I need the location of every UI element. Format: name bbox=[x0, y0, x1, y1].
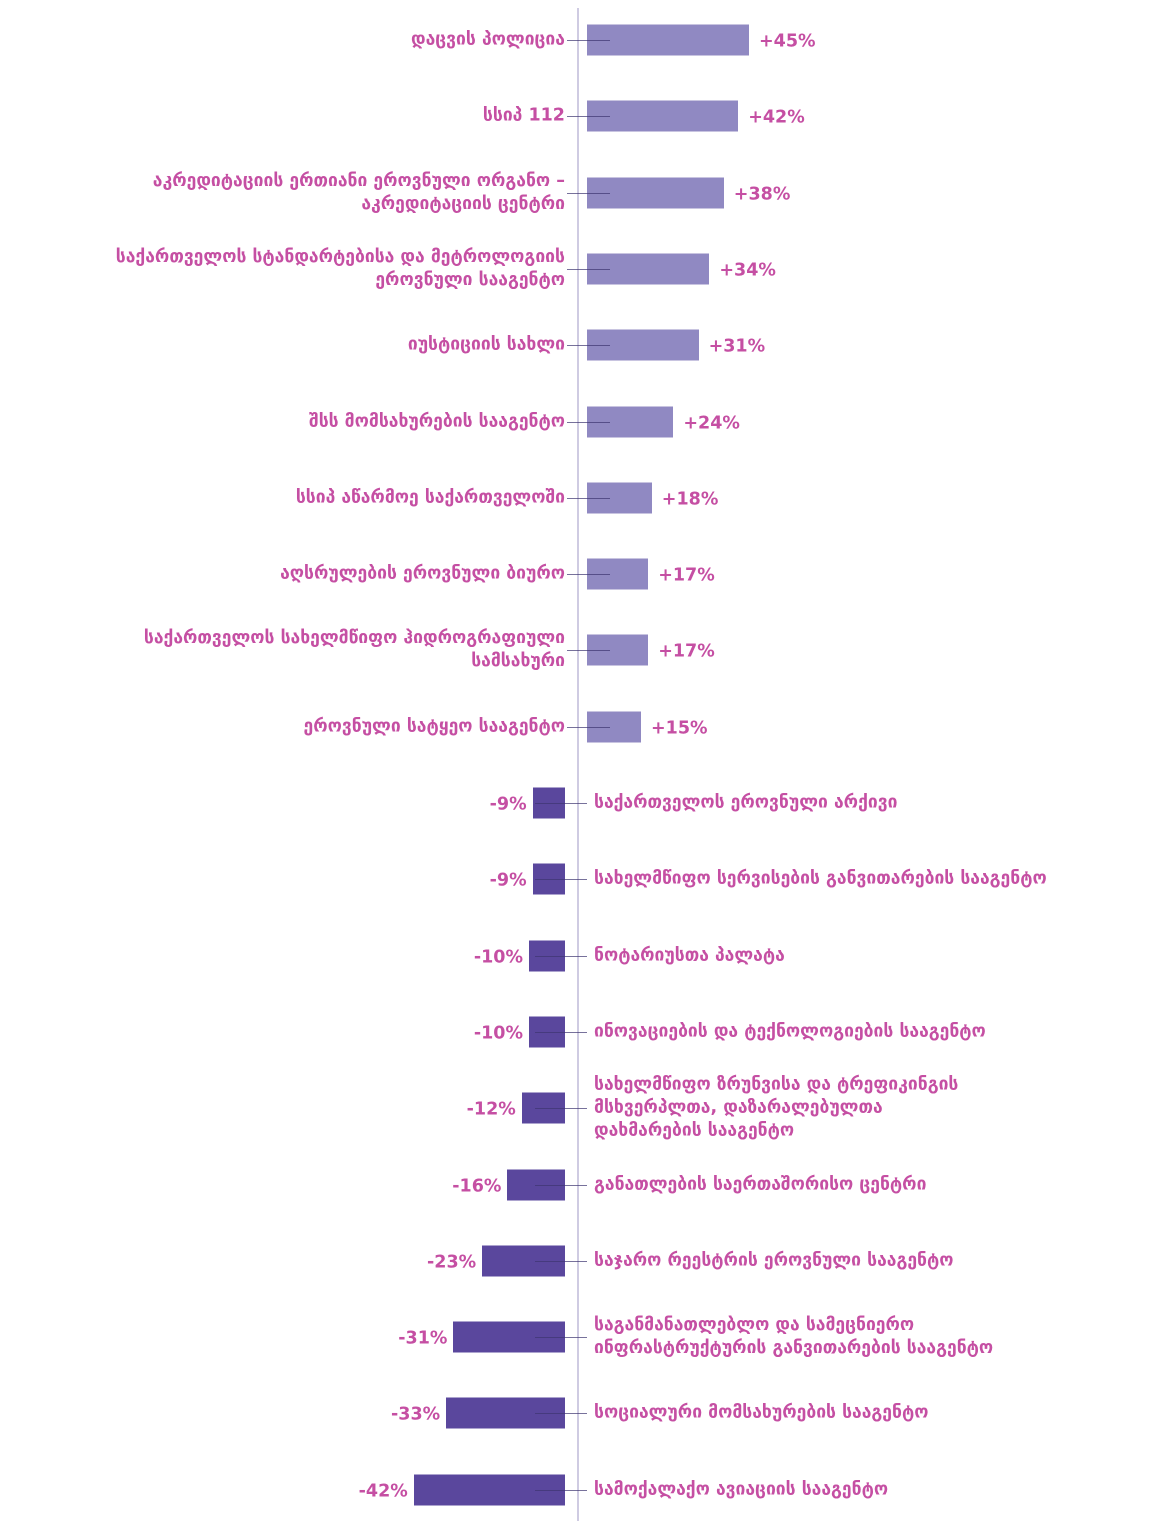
category-label: საგანმანათლებლო და სამეცნიერო ინფრასტრუქ… bbox=[594, 1315, 994, 1359]
row-tick bbox=[535, 1489, 587, 1491]
row-tick bbox=[567, 497, 610, 499]
category-label: სსიპ 112 bbox=[482, 105, 565, 126]
category-label: შსს მომსახურების სააგენტო bbox=[309, 411, 565, 431]
row-tick bbox=[567, 116, 610, 118]
value-label: -31% bbox=[398, 1328, 448, 1349]
category-label: ეროვნული სატყეო სააგენტო bbox=[303, 716, 565, 737]
category-label: სოციალური მომსახურების სააგენტო bbox=[594, 1402, 929, 1423]
value-label: -16% bbox=[452, 1176, 502, 1196]
category-label: დაცვის პოლიცია bbox=[411, 29, 565, 50]
category-label: სახელმწიფო ზრუნვისა და ტრეფიკინგის მსხვე… bbox=[594, 1074, 959, 1141]
value-label: -23% bbox=[427, 1252, 477, 1273]
row-tick bbox=[567, 726, 610, 728]
category-label: აღსრულების ეროვნული ბიურო bbox=[280, 563, 565, 584]
row-tick bbox=[535, 1031, 587, 1033]
category-label: იუსტიციის სახლი bbox=[407, 334, 565, 355]
row-tick bbox=[567, 192, 610, 194]
row-tick bbox=[535, 803, 587, 804]
value-label: +24% bbox=[683, 413, 740, 433]
value-label: -12% bbox=[466, 1099, 516, 1120]
row-tick bbox=[535, 1108, 587, 1110]
value-label: -9% bbox=[489, 870, 527, 891]
category-label: სახელმწიფო სერვისების განვითარების სააგე… bbox=[594, 868, 1047, 889]
row-tick bbox=[535, 1184, 587, 1186]
row-tick bbox=[567, 268, 610, 270]
value-label: +17% bbox=[658, 565, 715, 586]
value-label: +45% bbox=[759, 31, 816, 52]
value-label: +17% bbox=[658, 641, 715, 662]
row-tick bbox=[567, 421, 610, 423]
value-label: +34% bbox=[719, 260, 776, 281]
value-label: -42% bbox=[358, 1481, 408, 1502]
value-label: +38% bbox=[733, 184, 791, 205]
axis-line bbox=[577, 8, 579, 1521]
category-label: საჯარო რეესტრის ეროვნული სააგენტო bbox=[594, 1250, 954, 1271]
bar bbox=[587, 24, 749, 56]
row-tick bbox=[535, 955, 587, 957]
category-label: ინოვაციების და ტექნოლოგიების სააგენტო bbox=[594, 1021, 986, 1042]
value-label: +15% bbox=[651, 718, 708, 739]
value-label: -10% bbox=[473, 947, 523, 968]
bar bbox=[587, 100, 739, 132]
value-label: -9% bbox=[489, 794, 527, 815]
value-label: +31% bbox=[708, 336, 766, 357]
category-label: სამოქალაქო ავიაციის სააგენტო bbox=[594, 1479, 889, 1500]
row-tick bbox=[567, 650, 610, 652]
category-label: საქართველოს სტანდარტებისა და მეტროლოგიის… bbox=[115, 246, 565, 290]
row-tick bbox=[567, 574, 610, 576]
row-tick bbox=[567, 40, 610, 41]
row-tick bbox=[535, 1260, 587, 1262]
category-label: ნოტარიუსთა პალატა bbox=[594, 945, 785, 966]
value-label: -33% bbox=[391, 1404, 441, 1425]
value-label: +42% bbox=[748, 107, 805, 128]
value-label: -10% bbox=[473, 1023, 523, 1044]
row-tick bbox=[567, 345, 610, 347]
category-label: საქართველოს სახელმწიფო ჰიდროგრაფიული სამ… bbox=[143, 628, 565, 672]
category-label: აკრედიტაციის ერთიანი ეროვნული ორგანო – ა… bbox=[152, 170, 565, 214]
row-tick bbox=[535, 1413, 587, 1415]
value-label: +18% bbox=[661, 489, 719, 510]
row-tick bbox=[535, 879, 587, 881]
category-label: საქართველოს ეროვნული არქივი bbox=[594, 792, 898, 813]
category-label: სსიპ აწარმოე საქართველოში bbox=[295, 487, 565, 508]
row-tick bbox=[535, 1337, 587, 1339]
category-label: განათლების საერთაშორისო ცენტრი bbox=[594, 1174, 927, 1194]
